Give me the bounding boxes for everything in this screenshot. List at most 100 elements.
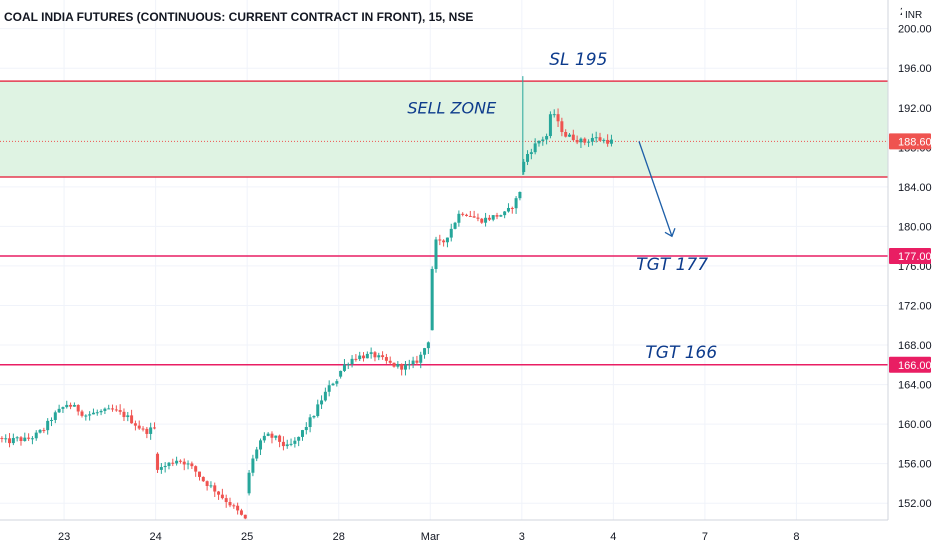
candle-body <box>167 462 171 466</box>
candle-body <box>19 437 23 442</box>
price-axis[interactable]: 152.00156.00160.00164.00168.00172.00176.… <box>898 24 932 511</box>
candle-body <box>506 207 510 212</box>
price-badges: 177.00 166.00 188.60 <box>889 133 932 373</box>
time-tick-label: 7 <box>702 531 708 543</box>
candle-body <box>312 415 316 418</box>
candle-body <box>274 435 278 438</box>
candle-body <box>602 139 606 141</box>
candle-body <box>171 462 175 464</box>
candle-body <box>278 435 282 442</box>
candle-body <box>42 430 46 432</box>
candle-body <box>510 207 514 209</box>
candle-body <box>304 427 308 431</box>
candle-body <box>476 217 480 219</box>
candle-body <box>575 140 579 143</box>
candle-body <box>438 239 442 241</box>
candle-body <box>526 154 530 162</box>
candle-body <box>213 485 217 492</box>
candle-body <box>377 355 381 358</box>
grid <box>0 0 888 520</box>
currency-label: INR <box>905 10 922 21</box>
candle-body <box>57 408 61 413</box>
candle-body <box>266 433 270 436</box>
candle-body <box>15 437 19 439</box>
candle-body <box>533 143 537 153</box>
candle-body <box>107 408 111 410</box>
candle-body <box>122 411 126 418</box>
candle-body <box>133 423 137 426</box>
candle-body <box>217 491 221 495</box>
candle-body <box>30 438 34 440</box>
target-lines <box>0 255 888 366</box>
target-price-badge: 166.00 <box>898 360 932 372</box>
currency-box[interactable] <box>902 6 926 21</box>
candle-body <box>323 391 327 401</box>
candle-body <box>522 161 526 173</box>
candle-body <box>423 348 427 355</box>
candle-body <box>88 414 92 416</box>
candle-body <box>156 453 160 470</box>
candle-body <box>163 465 167 468</box>
arrow-head <box>664 228 676 238</box>
candle-body <box>300 430 304 437</box>
arrow-shaft <box>638 141 673 237</box>
candle-body <box>529 152 533 155</box>
candle-body <box>316 404 320 416</box>
candle-body <box>152 427 156 429</box>
candle-body <box>594 137 598 139</box>
candle-body <box>69 404 73 407</box>
candle-body <box>262 435 266 441</box>
sell-zone-layer <box>0 80 888 178</box>
candle-body <box>365 353 369 359</box>
candle-body <box>65 404 69 408</box>
annotations: SL 195 SELL ZONE TGT 177 TGT 166 <box>407 50 717 363</box>
candle-body <box>518 191 522 199</box>
candle-body <box>91 412 95 415</box>
tgt-166-label[interactable]: TGT 166 <box>645 343 717 363</box>
candle-body <box>537 140 541 144</box>
candle-body <box>247 472 251 494</box>
candle-body <box>190 463 194 467</box>
target-price-badge-box[interactable] <box>889 248 931 265</box>
candle-body <box>369 352 373 354</box>
sl-195-label[interactable]: SL 195 <box>549 50 607 70</box>
candle-body <box>175 460 179 464</box>
time-tick-label: 28 <box>333 531 345 543</box>
target-price-badge: 177.00 <box>898 251 932 263</box>
candle-body <box>224 498 228 503</box>
price-tick-label: 172.00 <box>898 300 932 312</box>
candle-body <box>145 428 149 434</box>
candle-body <box>445 237 449 243</box>
candle-body <box>342 364 346 371</box>
candle-body <box>373 352 377 358</box>
tgt-177-label[interactable]: TGT 177 <box>636 255 708 275</box>
candle-body <box>396 364 400 367</box>
candle-body <box>457 213 461 223</box>
candle-body <box>182 461 186 465</box>
candle-body <box>149 427 153 434</box>
candle-body <box>259 440 263 450</box>
time-axis[interactable]: 23 24 25 28 Mar 3 4 7 8 <box>58 531 800 543</box>
sell-zone-label[interactable]: SELL ZONE <box>407 99 497 118</box>
candle-body <box>335 381 339 384</box>
candle-body <box>598 137 602 141</box>
target-price-badge-box[interactable] <box>889 356 931 373</box>
candle-body <box>8 438 12 444</box>
down-arrow-icon[interactable] <box>638 141 676 238</box>
price-tick-label: 168.00 <box>898 340 932 352</box>
sell-zone-box[interactable] <box>0 81 888 177</box>
candle-body <box>503 211 507 216</box>
time-tick-label: 4 <box>610 531 616 543</box>
candle-body <box>430 268 434 331</box>
candle-body <box>178 460 182 462</box>
candle-body <box>61 407 65 409</box>
candle-body <box>141 428 145 430</box>
candle-body <box>72 404 76 407</box>
last-price-badge-box[interactable] <box>889 133 931 150</box>
candle-body <box>583 138 587 143</box>
candle-body <box>11 437 15 444</box>
candle-body <box>499 215 503 217</box>
candle-body <box>411 360 415 365</box>
price-tick-label: 152.00 <box>898 498 932 510</box>
